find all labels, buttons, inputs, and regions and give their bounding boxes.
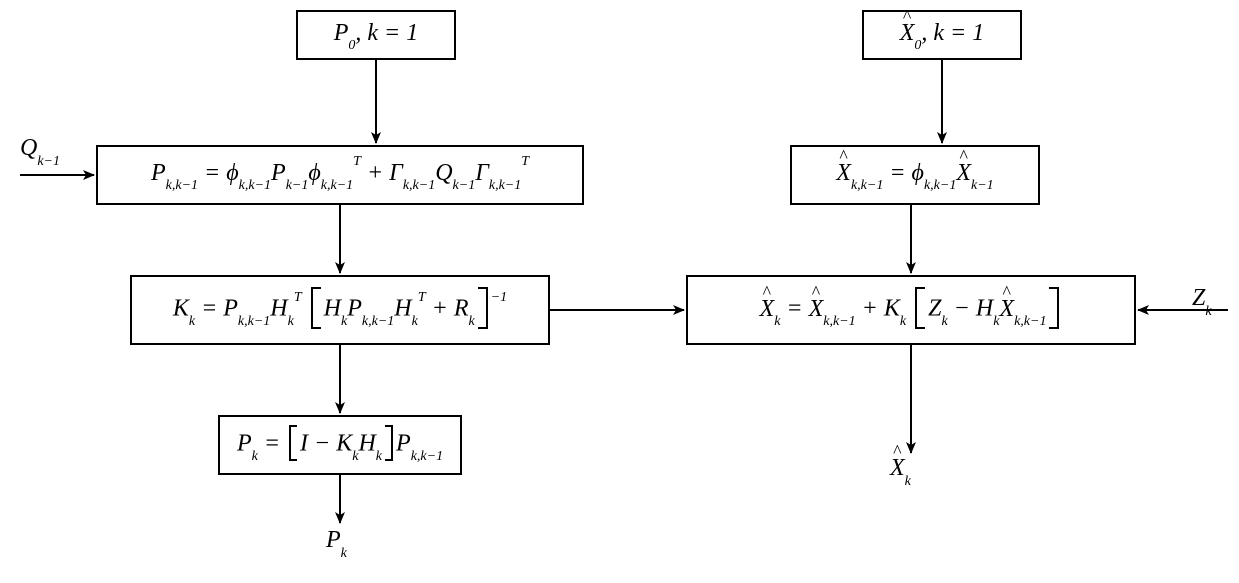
formula-update-X: Xk = Xk,k−1 + Kk Zk − HkXk,k−1 bbox=[760, 289, 1063, 331]
node-init-P: P0, k = 1 bbox=[296, 10, 456, 60]
label-Xk-output: Xk bbox=[890, 455, 911, 486]
label-Pk-output: Pk bbox=[326, 527, 347, 558]
formula-init-P: P0, k = 1 bbox=[334, 20, 419, 51]
node-gain-K: Kk = Pk,k−1HkT HkPk,k−1HkT + Rk−1 bbox=[130, 275, 550, 345]
formula-predict-X: Xk,k−1 = ϕk,k−1Xk−1 bbox=[836, 160, 993, 191]
node-init-X: X0, k = 1 bbox=[862, 10, 1022, 60]
formula-init-X: X0, k = 1 bbox=[900, 20, 985, 51]
label-Q: Qk−1 bbox=[20, 135, 60, 166]
node-predict-P: Pk,k−1 = ϕk,k−1Pk−1ϕk,k−1T + Γk,k−1Qk−1Γ… bbox=[96, 145, 584, 205]
label-Z: Zk bbox=[1192, 285, 1212, 316]
node-update-X: Xk = Xk,k−1 + Kk Zk − HkXk,k−1 bbox=[686, 275, 1136, 345]
formula-update-P: Pk = I − KkHkPk,k−1 bbox=[237, 427, 443, 463]
node-predict-X: Xk,k−1 = ϕk,k−1Xk−1 bbox=[790, 145, 1040, 205]
node-update-P: Pk = I − KkHkPk,k−1 bbox=[218, 415, 462, 475]
formula-gain-K: Kk = Pk,k−1HkT HkPk,k−1HkT + Rk−1 bbox=[173, 289, 507, 331]
formula-predict-P: Pk,k−1 = ϕk,k−1Pk−1ϕk,k−1T + Γk,k−1Qk−1Γ… bbox=[151, 160, 529, 191]
kalman-filter-flowchart: P0, k = 1 Pk,k−1 = ϕk,k−1Pk−1ϕk,k−1T + Γ… bbox=[0, 0, 1239, 583]
